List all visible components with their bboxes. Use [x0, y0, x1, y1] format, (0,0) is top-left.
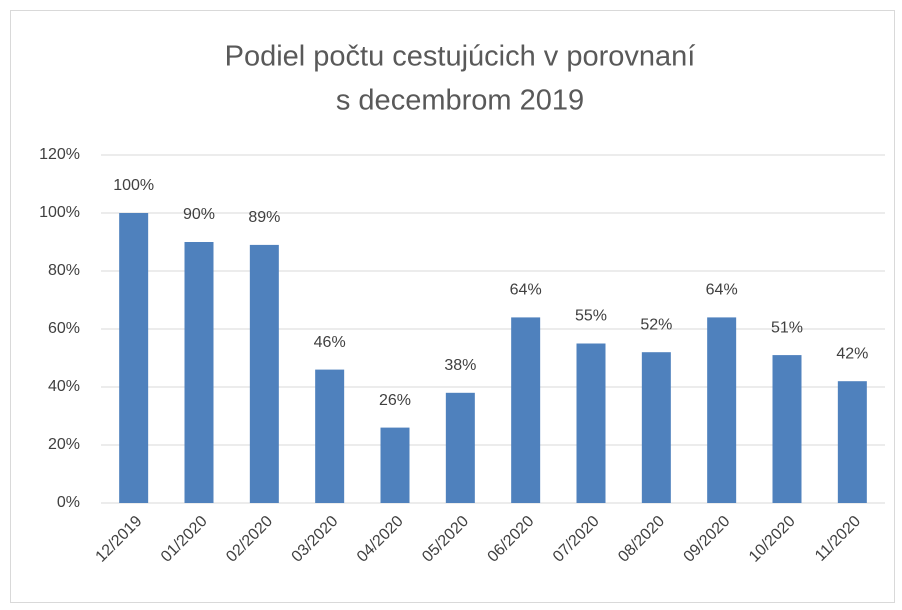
- y-tick-label: 80%: [48, 262, 80, 279]
- chart-title: s decembrom 2019: [336, 85, 584, 117]
- data-label: 52%: [640, 316, 672, 333]
- bar: [511, 317, 541, 503]
- data-label: 38%: [444, 357, 476, 374]
- y-tick-label: 40%: [48, 378, 80, 395]
- data-label: 64%: [706, 282, 738, 299]
- bar: [445, 392, 475, 503]
- bar: [119, 213, 149, 503]
- data-label: 26%: [379, 392, 411, 409]
- chart-title: Podiel počtu cestujúcich v porovnaní: [225, 41, 696, 73]
- data-label: 89%: [248, 209, 280, 226]
- data-label: 55%: [575, 308, 607, 325]
- bar: [315, 369, 345, 503]
- bar: [707, 317, 737, 503]
- bar: [641, 352, 671, 503]
- bar: [837, 381, 867, 503]
- bar: [772, 355, 802, 503]
- data-label: 90%: [183, 206, 215, 223]
- y-tick-label: 60%: [48, 320, 80, 337]
- data-label: 51%: [771, 319, 803, 336]
- y-tick-label: 120%: [39, 146, 80, 163]
- y-tick-label: 0%: [57, 494, 80, 511]
- bar: [249, 244, 279, 503]
- data-label: 42%: [836, 345, 868, 362]
- chart-border: [10, 10, 895, 603]
- data-label: 46%: [314, 334, 346, 351]
- data-label: 100%: [113, 177, 154, 194]
- data-label: 64%: [510, 282, 542, 299]
- bar: [380, 427, 410, 503]
- y-tick-label: 20%: [48, 436, 80, 453]
- bar: [184, 242, 214, 503]
- y-tick-label: 100%: [39, 204, 80, 221]
- bar: [576, 343, 606, 503]
